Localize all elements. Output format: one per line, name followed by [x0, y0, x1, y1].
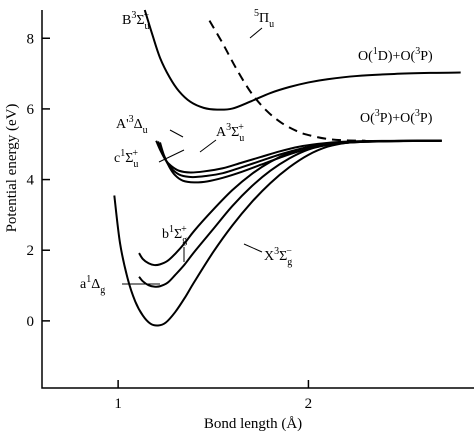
label-leader	[249, 27, 263, 39]
label-B3Su: B3Σu−	[122, 10, 150, 32]
y-axis-label: Potential energy (eV)	[4, 104, 20, 233]
label-leader	[169, 129, 184, 138]
axis-frame	[41, 10, 474, 389]
y-tick-label: 8	[27, 31, 35, 47]
y-tick-label: 2	[27, 243, 35, 259]
label-5Pu: 5Πu	[254, 8, 274, 30]
label-leader	[158, 149, 185, 163]
label-O3P3P: O(3P)+O(3P)	[360, 108, 433, 126]
x-axis-label: Bond length (Å)	[204, 416, 302, 432]
x-tick-label: 1	[114, 396, 122, 412]
x-tick-label: 2	[305, 396, 313, 412]
axes: 0 2 4 6 8 1 2	[27, 10, 474, 412]
curve-A3Su	[155, 139, 442, 174]
label-X3Sg: X3Σg−	[264, 246, 292, 268]
label-Ap3Du: A'3Δu	[116, 114, 148, 136]
curve-B3Su	[143, 9, 461, 111]
y-tick-label: 6	[27, 102, 35, 118]
y-tick-label: 0	[27, 314, 35, 330]
curve-5Pu	[208, 20, 366, 142]
label-leader	[243, 243, 263, 253]
curve-labels: B3Σu− 5Πu O(1D)+O(3P) O(3P)+O(3P) A'3Δu A3Σu+…	[80, 8, 433, 296]
label-O1D3P: O(1D)+O(3P)	[358, 46, 433, 64]
curves	[113, 9, 461, 327]
y-tick-label: 4	[27, 173, 35, 189]
label-leader	[199, 139, 217, 153]
label-a1Dg: a1Δg	[80, 274, 105, 296]
label-b1Sg: b1Σg+	[162, 224, 187, 246]
label-A3Su: A3Σu+	[216, 122, 244, 144]
label-c1Su: c1Σu+	[114, 148, 138, 170]
